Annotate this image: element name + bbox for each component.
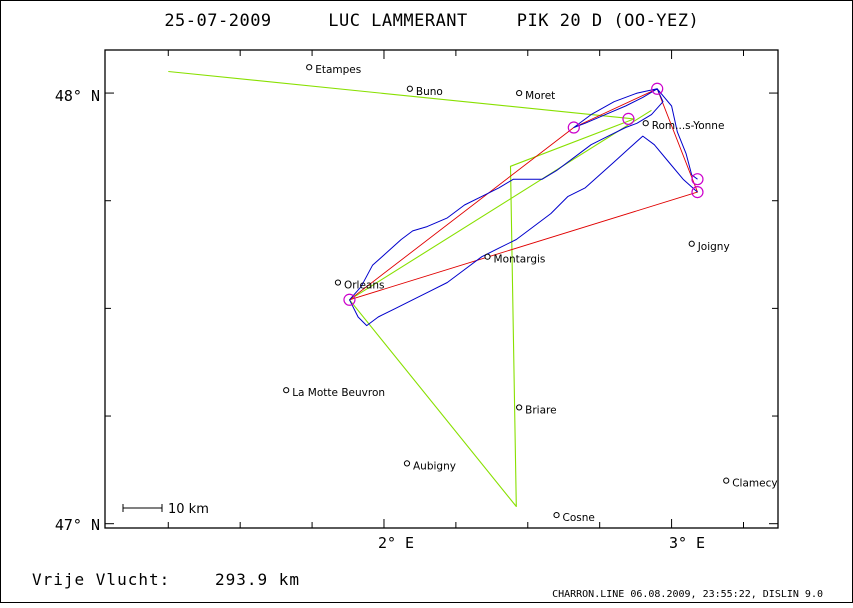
- place-marker: Orleans: [334, 279, 385, 292]
- turnpoint-marker: [622, 112, 635, 126]
- place-marker: Rom...s-Yonne: [642, 120, 725, 132]
- place-label: Montargis: [494, 254, 546, 266]
- place-marker: Etampes: [306, 64, 361, 76]
- place-label: Moret: [525, 90, 555, 102]
- scale-bar: 10 km: [122, 502, 209, 517]
- declared-route-line: [168, 70, 652, 508]
- title-pilot: LUC LAMMERANT: [328, 11, 468, 31]
- distance-label: Vrije Vlucht:: [32, 570, 170, 589]
- places-layer: Etampes Buno Moret Rom...s-Yonne Orleans Mont…: [283, 64, 778, 524]
- place-dot: [516, 89, 523, 97]
- place-dot: [516, 404, 523, 411]
- place-dot: [553, 511, 560, 519]
- lat-label-47: 47° N: [55, 516, 100, 534]
- turnpoint-layer: [343, 82, 704, 306]
- title-date: 25-07-2009: [164, 11, 271, 31]
- place-label: Orleans: [344, 280, 385, 292]
- place-dot: [406, 85, 413, 92]
- place-label: Etampes: [315, 64, 361, 76]
- gps-track-south: [349, 135, 698, 327]
- place-label: Joigny: [697, 241, 730, 253]
- place-dot: [723, 477, 730, 484]
- place-marker: Buno: [406, 85, 443, 98]
- place-dot: [403, 460, 411, 467]
- turnpoint-marker: [567, 121, 580, 134]
- place-dot: [283, 387, 290, 394]
- declared-route-layer: [168, 70, 652, 508]
- place-marker: Montargis: [484, 253, 546, 266]
- turnpoint-marker: [651, 82, 664, 95]
- place-label: La Motte Beuvron: [292, 387, 385, 399]
- map-frame: [104, 49, 779, 529]
- place-marker: La Motte Beuvron: [283, 387, 385, 399]
- place-marker: Cosne: [553, 511, 595, 524]
- lat-label-48: 48° N: [55, 87, 100, 105]
- distance-value: 293.9 km: [215, 570, 300, 589]
- place-label: Clamecy: [732, 478, 777, 490]
- file-info: CHARRON.LINE 06.08.2009, 23:55:22, DISLI…: [552, 589, 823, 600]
- scale-bar-label: 10 km: [168, 502, 209, 517]
- gps-track-layer: [349, 88, 698, 327]
- axis-ticks: [105, 50, 778, 528]
- title-glider: PIK 20 D (OO-YEZ): [517, 11, 700, 31]
- lon-label-3e: 3° E: [669, 534, 705, 552]
- turnpoint-marker: [691, 186, 704, 199]
- place-marker: Briare: [516, 404, 557, 416]
- place-marker: Joigny: [688, 240, 730, 253]
- place-label: Aubigny: [413, 460, 456, 472]
- place-dot: [484, 253, 491, 260]
- place-label: Briare: [525, 404, 556, 416]
- place-marker: Moret: [516, 89, 555, 102]
- place-marker: Aubigny: [403, 460, 456, 472]
- place-label: Buno: [416, 86, 443, 98]
- place-dot: [306, 64, 313, 71]
- turnpoint-marker: [691, 173, 704, 186]
- place-marker: Clamecy: [723, 477, 778, 490]
- lon-label-2e: 2° E: [378, 534, 414, 552]
- turnpoint-marker: [343, 293, 356, 306]
- place-label: Rom...s-Yonne: [652, 120, 725, 132]
- place-dot: [334, 279, 342, 286]
- place-dot: [642, 120, 649, 127]
- place-label: Cosne: [563, 512, 595, 524]
- gps-track-north: [349, 88, 698, 301]
- place-dot: [688, 240, 695, 247]
